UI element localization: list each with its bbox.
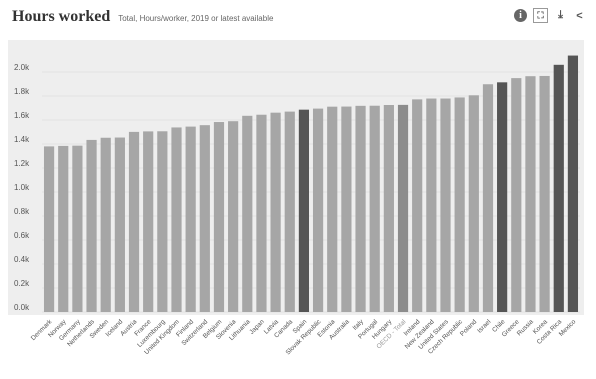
bar-finland[interactable] [186,127,196,312]
bar-costa-rica[interactable] [554,65,564,312]
bars [44,56,578,312]
bar-chile[interactable] [497,82,507,312]
y-tick-label: 0.0k [14,303,30,312]
y-tick-label: 0.2k [14,279,30,288]
chart-title: Hours worked [12,8,110,26]
bar-portugal[interactable] [370,106,380,312]
chart-subtitle: Total, Hours/worker, 2019 or latest avai… [118,14,273,23]
y-tick-label: 1.4k [14,135,30,144]
bar-new-zealand[interactable] [426,99,436,312]
bar-hungary[interactable] [384,105,394,312]
bar-iceland[interactable] [115,138,125,312]
bar-japan[interactable] [256,115,266,312]
chart-header: Hours worked Total, Hours/worker, 2019 o… [12,8,273,30]
y-tick-label: 1.6k [14,111,30,120]
share-icon[interactable]: < [573,9,586,22]
x-tick-label: Russia [516,318,535,337]
y-axis: 0.0k 0.2k 0.4k 0.6k 0.8k 1.0k 1.2k 1.4k 1.6k 1.8k… [14,63,30,312]
x-tick-label: Israel [476,318,493,335]
bar-russia[interactable] [525,76,535,312]
expand-icon[interactable]: ⛶ [533,8,548,23]
bar-greece[interactable] [511,78,521,312]
x-axis: DenmarkNorwayGermanyNetherlandsSwedenIce… [30,318,578,356]
bar-belgium[interactable] [214,122,224,312]
y-tick-label: 1.0k [14,183,30,192]
bar-denmark[interactable] [44,146,54,312]
bar-spain[interactable] [299,110,309,312]
bar-germany[interactable] [72,146,82,312]
bar-estonia[interactable] [327,107,337,312]
bar-norway[interactable] [58,146,68,312]
y-tick-label: 0.4k [14,255,30,264]
bar-korea[interactable] [540,76,550,312]
bar-united-kingdom[interactable] [171,127,181,312]
bar-lithuania[interactable] [242,116,252,312]
y-tick-label: 2.0k [14,63,30,72]
y-tick-label: 0.6k [14,231,30,240]
bar-oecd-total[interactable] [398,105,408,312]
x-tick-label: Japan [248,318,266,336]
bar-israel[interactable] [483,84,493,312]
bar-italy[interactable] [355,106,365,312]
bar-poland[interactable] [469,95,479,312]
bar-chart: 0.0k 0.2k 0.4k 0.6k 0.8k 1.0k 1.2k 1.4k 1.6k 1.8k… [8,40,584,378]
y-tick-label: 1.8k [14,87,30,96]
bar-france[interactable] [143,131,153,312]
bar-czech-republic[interactable] [455,97,465,312]
chart-toolbar: i ⛶ ⤓ < [514,8,586,23]
bar-united-states[interactable] [440,99,450,312]
bar-slovenia[interactable] [228,121,238,312]
bar-latvia[interactable] [271,113,281,312]
bar-ireland[interactable] [412,99,422,312]
bar-canada[interactable] [285,112,295,312]
plot-area: 0.0k 0.2k 0.4k 0.6k 0.8k 1.0k 1.2k 1.4k 1.6k 1.8k… [8,40,584,315]
download-icon[interactable]: ⤓ [554,9,567,22]
bar-netherlands[interactable] [86,140,96,312]
bar-luxembourg[interactable] [157,131,167,312]
y-tick-label: 1.2k [14,159,30,168]
bar-switzerland[interactable] [200,125,210,312]
bar-sweden[interactable] [101,138,111,312]
info-icon[interactable]: i [514,9,527,22]
bar-austria[interactable] [129,132,139,312]
bar-australia[interactable] [341,107,351,312]
bar-mexico[interactable] [568,56,578,312]
bar-slovak-republic[interactable] [313,109,323,312]
x-tick-label: Poland [459,318,479,338]
y-tick-label: 0.8k [14,207,30,216]
